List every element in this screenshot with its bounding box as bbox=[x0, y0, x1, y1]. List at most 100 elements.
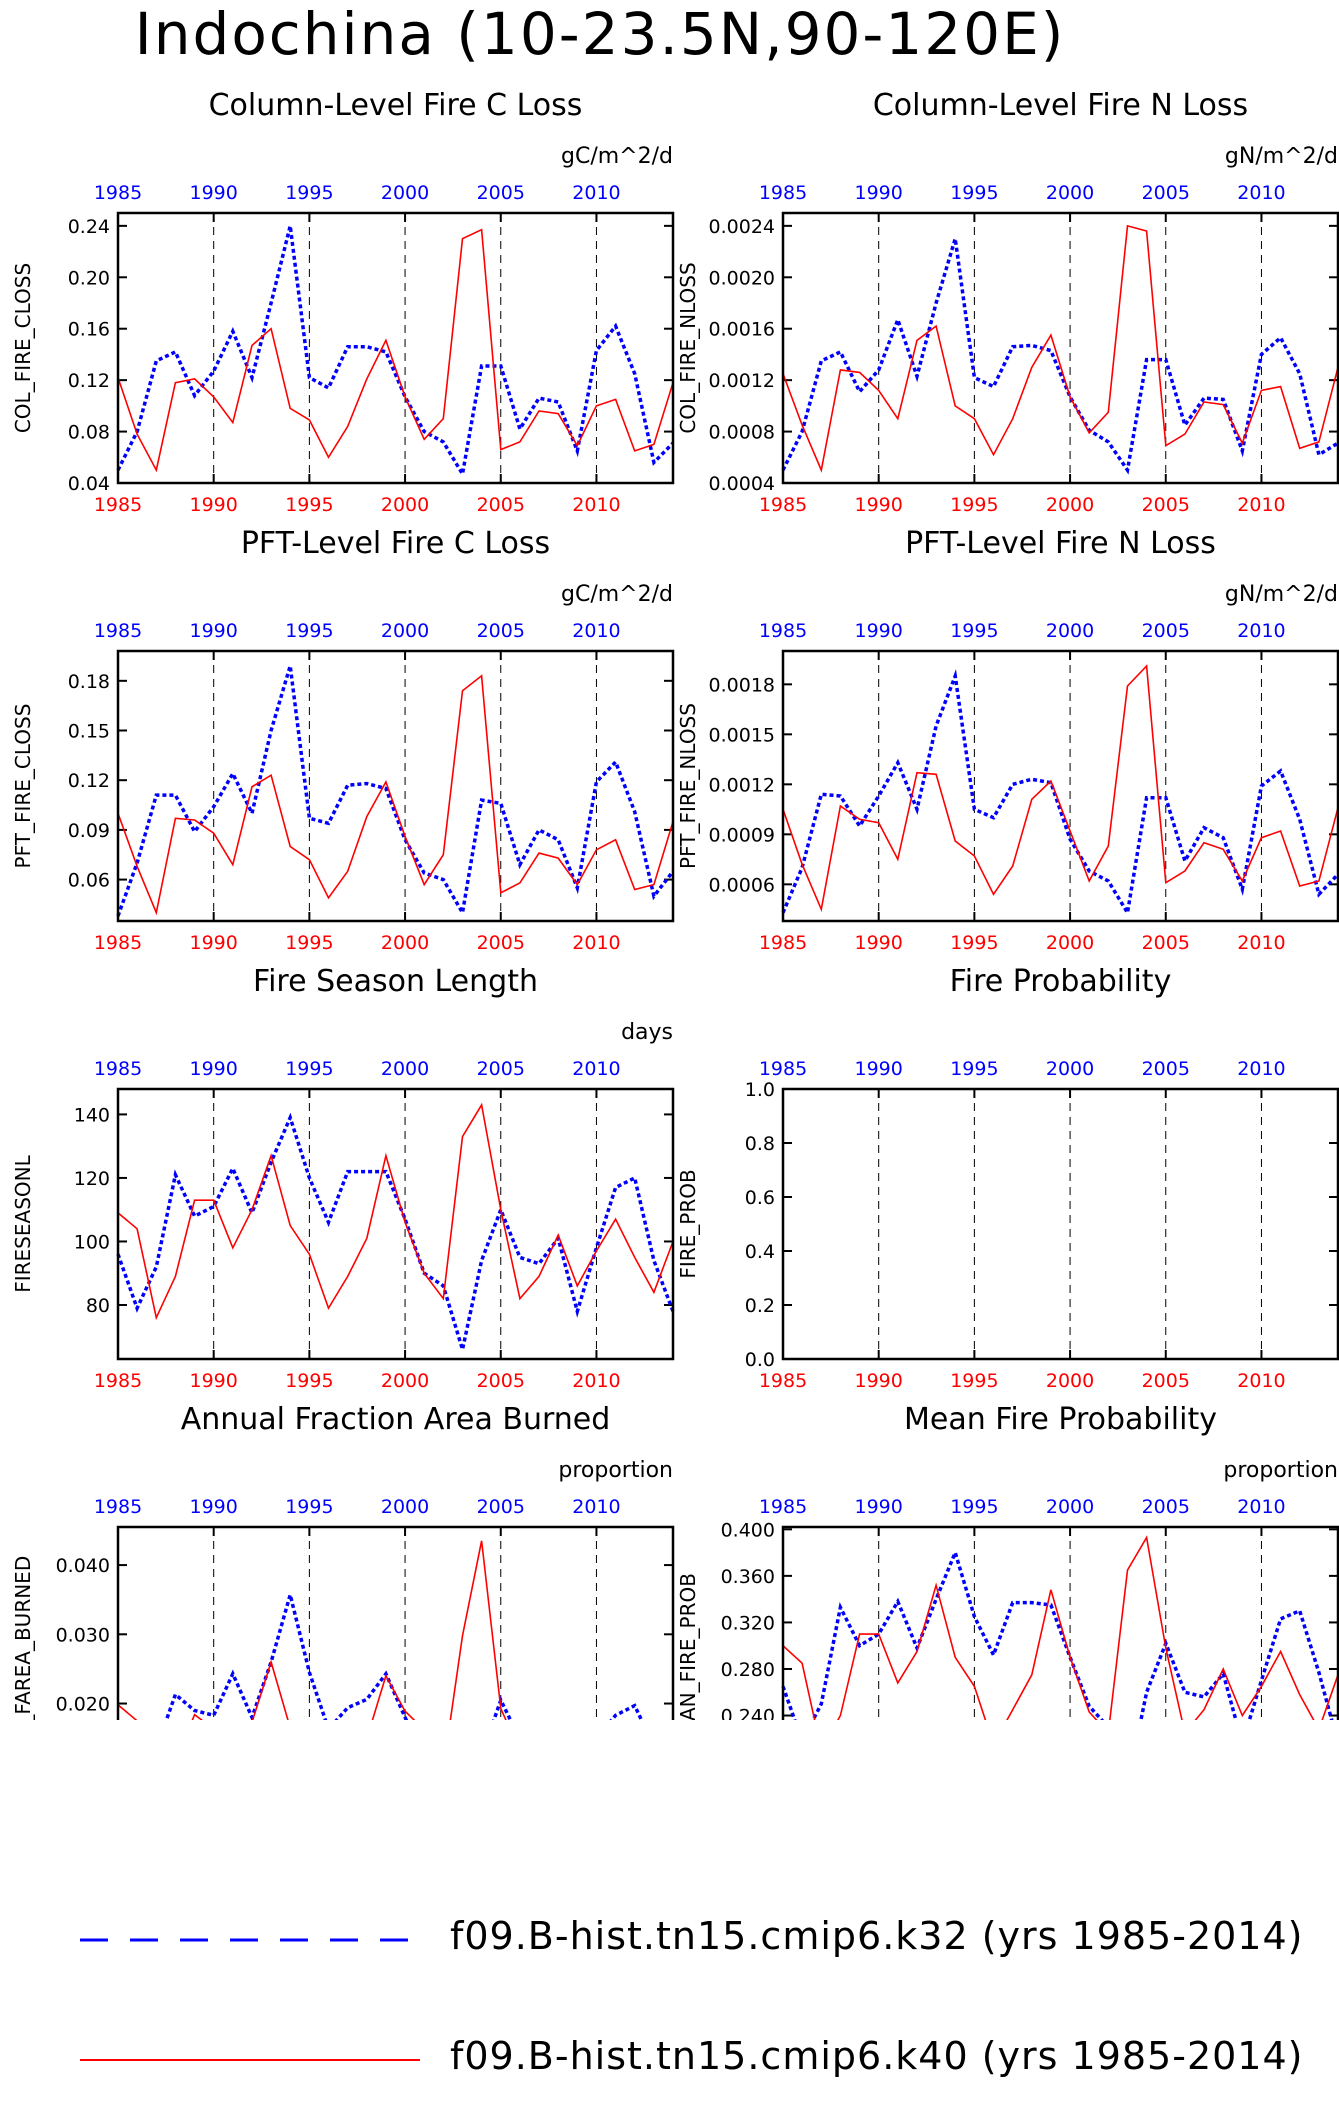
page-title: Indochina (10-23.5N,90-120E) bbox=[134, 0, 1066, 68]
x-tick-label-bottom: 1995 bbox=[950, 494, 998, 516]
x-tick-label-bottom: 1985 bbox=[94, 1370, 142, 1392]
legend-label-k32: f09.B-hist.tn15.cmip6.k32 (yrs 1985-2014… bbox=[450, 1914, 1304, 1958]
y-axis-label: PFT_FIRE_CLOSS bbox=[11, 704, 35, 869]
x-tick-label-top: 2010 bbox=[1237, 1496, 1285, 1518]
x-tick-label-top: 1995 bbox=[950, 620, 998, 642]
x-tick-label-bottom: 2005 bbox=[1142, 494, 1190, 516]
y-tick-label: 0.0009 bbox=[709, 824, 775, 846]
x-tick-label-bottom: 2005 bbox=[1142, 1370, 1190, 1392]
legend-swatch-solid bbox=[80, 2059, 420, 2061]
plot-frame bbox=[116, 211, 675, 485]
panel-7: Annual Fraction Area Burned proportion 198… bbox=[11, 1402, 675, 1720]
x-tick-label-bottom: 1990 bbox=[855, 932, 903, 954]
legend-label-k40: f09.B-hist.tn15.cmip6.k40 (yrs 1985-2014… bbox=[450, 2034, 1304, 2078]
x-tick-label-top: 2005 bbox=[477, 1496, 525, 1518]
x-tick-label-top: 1985 bbox=[94, 620, 142, 642]
legend-item-k40: f09.B-hist.tn15.cmip6.k40 (yrs 1985-2014… bbox=[0, 2020, 1339, 2100]
y-tick-label: 0.040 bbox=[56, 1555, 110, 1577]
y-tick-label: 0.15 bbox=[68, 721, 110, 743]
y-tick-label: 0.0004 bbox=[709, 473, 775, 495]
y-axis-label: COL_FIRE_NLOSS bbox=[676, 262, 700, 433]
x-tick-label-top: 2010 bbox=[572, 182, 620, 204]
x-tick-label-top: 1990 bbox=[190, 1496, 238, 1518]
units-label: gC/m^2/d bbox=[561, 144, 673, 169]
panel-title: Column-Level Fire C Loss bbox=[209, 88, 583, 123]
y-tick-label: 0.8 bbox=[745, 1133, 775, 1155]
x-tick-label-bottom: 2000 bbox=[1046, 932, 1094, 954]
x-tick-label-top: 2000 bbox=[1046, 620, 1094, 642]
units-label: gN/m^2/d bbox=[1225, 582, 1338, 607]
x-tick-label-bottom: 1995 bbox=[950, 1370, 998, 1392]
x-tick-label-bottom: 1985 bbox=[94, 494, 142, 516]
panel-title: Annual Fraction Area Burned bbox=[181, 1402, 611, 1437]
panel-5: Fire Season Length days 1985 1985 1990 1990 19… bbox=[11, 964, 675, 1392]
y-tick-label: 80 bbox=[86, 1295, 110, 1317]
panel-title: PFT-Level Fire N Loss bbox=[905, 526, 1216, 561]
x-tick-label-bottom: 2000 bbox=[1046, 1370, 1094, 1392]
series-line-k32 bbox=[116, 225, 675, 479]
legend: f09.B-hist.tn15.cmip6.k32 (yrs 1985-2014… bbox=[0, 1900, 1339, 2120]
series-line-k40 bbox=[117, 1102, 674, 1321]
y-tick-label: 0.09 bbox=[68, 820, 110, 842]
y-axis-label: PFT_FIRE_NLOSS bbox=[676, 703, 700, 869]
x-tick-label-top: 2005 bbox=[477, 620, 525, 642]
x-tick-label-bottom: 2010 bbox=[572, 1370, 620, 1392]
y-tick-label: 0.12 bbox=[68, 370, 110, 392]
chart-grid: Column-Level Fire C Loss gC/m^2/d 1985 1985… bbox=[11, 88, 1339, 1720]
x-tick-label-top: 2005 bbox=[1142, 1496, 1190, 1518]
x-tick-label-bottom: 2010 bbox=[572, 932, 620, 954]
y-tick-label: 0.020 bbox=[56, 1694, 110, 1716]
x-tick-label-bottom: 1990 bbox=[855, 1370, 903, 1392]
panel-4: PFT-Level Fire N Loss gN/m^2/d 1985 1985 199… bbox=[676, 526, 1339, 954]
series-line-k32 bbox=[116, 665, 675, 918]
y-axis-label: ANN_FAREA_BURNED bbox=[11, 1556, 35, 1720]
x-tick-label-top: 2000 bbox=[381, 182, 429, 204]
panel-6: Fire Probability 1985 1985 1990 1990 1995 1995… bbox=[676, 964, 1339, 1392]
x-tick-label-bottom: 1985 bbox=[94, 932, 142, 954]
x-tick-label-bottom: 1995 bbox=[285, 1370, 333, 1392]
x-tick-label-top: 2010 bbox=[572, 1058, 620, 1080]
x-tick-label-top: 1995 bbox=[285, 182, 333, 204]
panel-title: Column-Level Fire N Loss bbox=[873, 88, 1248, 123]
series-line-k32 bbox=[781, 1547, 1334, 1720]
x-tick-label-top: 1995 bbox=[950, 1496, 998, 1518]
x-tick-label-bottom: 2010 bbox=[1237, 932, 1285, 954]
x-tick-label-top: 2005 bbox=[1142, 1058, 1190, 1080]
y-tick-label: 0.04 bbox=[68, 473, 110, 495]
series-line-k32 bbox=[116, 1112, 675, 1351]
x-tick-label-bottom: 2000 bbox=[381, 494, 429, 516]
x-tick-label-top: 2000 bbox=[1046, 1496, 1094, 1518]
x-tick-label-top: 2005 bbox=[1142, 182, 1190, 204]
x-tick-label-top: 2005 bbox=[477, 182, 525, 204]
x-tick-label-top: 1990 bbox=[190, 182, 238, 204]
panel-3: PFT-Level Fire C Loss gC/m^2/d 1985 1985 199… bbox=[11, 526, 675, 954]
x-tick-label-bottom: 1990 bbox=[855, 494, 903, 516]
x-tick-label-bottom: 1990 bbox=[190, 494, 238, 516]
series-line-k32 bbox=[781, 238, 1339, 475]
x-tick-label-top: 1990 bbox=[855, 182, 903, 204]
y-tick-label: 0.0012 bbox=[709, 774, 775, 796]
series-line-k40 bbox=[782, 224, 1339, 473]
x-tick-label-bottom: 1985 bbox=[759, 932, 807, 954]
x-tick-label-top: 1995 bbox=[950, 182, 998, 204]
x-tick-label-top: 1990 bbox=[855, 1496, 903, 1518]
panel-1: Column-Level Fire C Loss gC/m^2/d 1985 1985… bbox=[11, 88, 675, 516]
x-tick-label-bottom: 1985 bbox=[759, 494, 807, 516]
plot-frame bbox=[116, 1525, 675, 1720]
series-line-k32 bbox=[164, 1587, 644, 1720]
x-tick-label-top: 1985 bbox=[94, 1058, 142, 1080]
x-tick-label-top: 2010 bbox=[1237, 1058, 1285, 1080]
x-tick-label-bottom: 2005 bbox=[477, 494, 525, 516]
x-tick-label-top: 2010 bbox=[1237, 182, 1285, 204]
y-tick-label: 0.400 bbox=[721, 1519, 775, 1541]
x-tick-label-top: 1995 bbox=[285, 620, 333, 642]
units-label: days bbox=[621, 1020, 673, 1045]
y-tick-label: 0.0008 bbox=[709, 422, 775, 444]
panel-2: Column-Level Fire N Loss gN/m^2/d 1985 1985… bbox=[676, 88, 1339, 516]
y-tick-label: 0.6 bbox=[745, 1187, 775, 1209]
y-tick-label: 1.0 bbox=[745, 1079, 775, 1101]
y-tick-label: 0.0024 bbox=[709, 216, 775, 238]
x-tick-label-bottom: 1995 bbox=[285, 932, 333, 954]
plot-frame bbox=[781, 211, 1339, 485]
y-tick-label: 0.2 bbox=[745, 1295, 775, 1317]
